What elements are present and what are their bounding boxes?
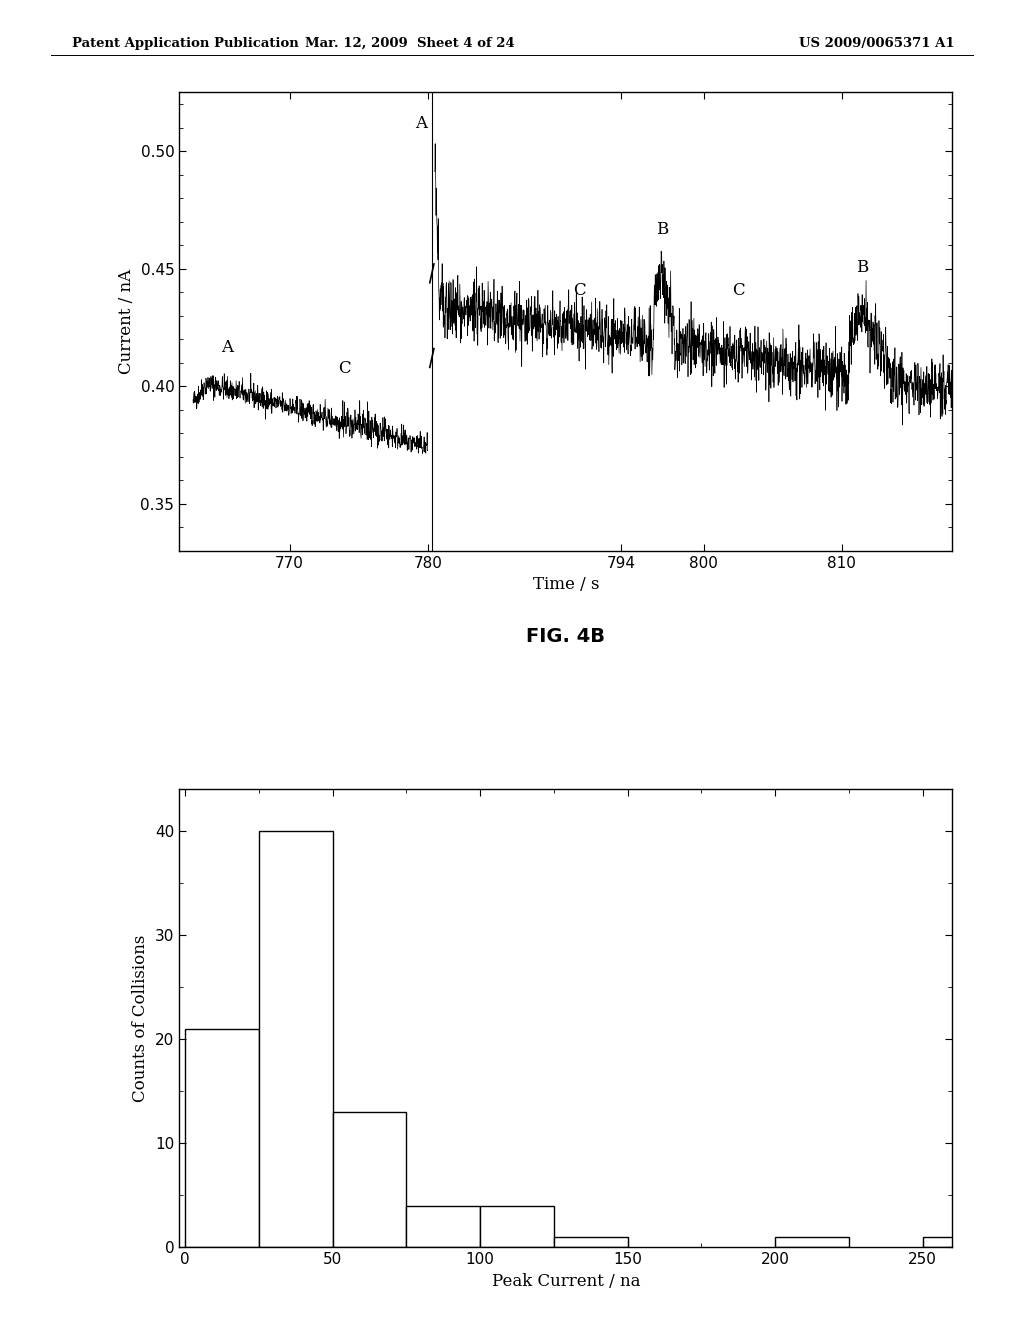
Bar: [185, 1028, 259, 1247]
Y-axis label: Counts of Collisions: Counts of Collisions: [132, 935, 150, 1102]
Text: C: C: [339, 360, 351, 376]
Text: US 2009/0065371 A1: US 2009/0065371 A1: [799, 37, 954, 50]
Text: C: C: [573, 282, 586, 300]
Bar: [923, 1237, 996, 1247]
Bar: [333, 1111, 407, 1247]
Text: B: B: [856, 259, 868, 276]
Text: A: A: [415, 115, 427, 132]
Bar: [554, 1237, 628, 1247]
Text: Patent Application Publication: Patent Application Publication: [72, 37, 298, 50]
Text: FIG. 4B: FIG. 4B: [526, 627, 605, 647]
Text: C: C: [732, 282, 744, 300]
Bar: [259, 830, 333, 1247]
Text: B: B: [656, 222, 669, 238]
X-axis label: Peak Current / na: Peak Current / na: [492, 1272, 640, 1290]
X-axis label: Time / s: Time / s: [532, 576, 599, 593]
Text: A: A: [221, 339, 233, 355]
Bar: [775, 1237, 849, 1247]
Bar: [480, 1205, 554, 1247]
Bar: [407, 1205, 480, 1247]
Y-axis label: Current / nA: Current / nA: [118, 269, 135, 374]
Text: Mar. 12, 2009  Sheet 4 of 24: Mar. 12, 2009 Sheet 4 of 24: [305, 37, 514, 50]
